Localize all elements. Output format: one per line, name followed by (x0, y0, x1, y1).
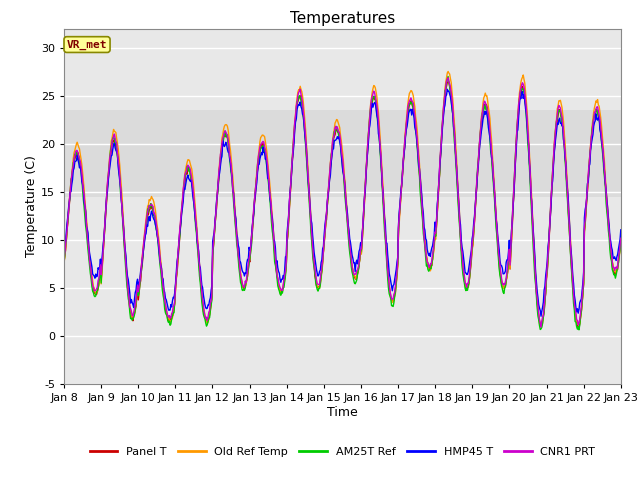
CNR1 PRT (617, 235, 625, 241)
Old Ref Temp (617, 237, 625, 243)
Line: Old Ref Temp: Old Ref Temp (64, 72, 621, 326)
HMP45 T (214, 192, 221, 197)
CNR1 PRT (214, 190, 221, 195)
Line: CNR1 PRT: CNR1 PRT (64, 78, 621, 327)
Bar (64, 110, 621, 197)
CNR1 PRT (70, 156, 78, 161)
Old Ref Temp (214, 190, 221, 196)
Old Ref Temp (184, 157, 192, 163)
CNR1 PRT (60, 256, 68, 262)
Panel T (410, 108, 418, 114)
AM25T Ref (184, 163, 192, 169)
HMP45 T (184, 172, 192, 178)
AM25T Ref (426, 266, 434, 272)
AM25T Ref (214, 192, 221, 198)
Panel T (444, 79, 451, 85)
Old Ref Temp (127, 310, 135, 316)
Title: Temperatures: Temperatures (290, 11, 395, 26)
CNR1 PRT (127, 308, 135, 314)
Old Ref Temp (70, 150, 78, 156)
Line: AM25T Ref: AM25T Ref (64, 76, 621, 330)
Panel T (574, 325, 582, 331)
Legend: Panel T, Old Ref Temp, AM25T Ref, HMP45 T, CNR1 PRT: Panel T, Old Ref Temp, AM25T Ref, HMP45 … (85, 443, 600, 462)
Line: HMP45 T: HMP45 T (64, 89, 621, 316)
CNR1 PRT (444, 75, 452, 81)
CNR1 PRT (184, 162, 192, 168)
AM25T Ref (127, 315, 135, 321)
AM25T Ref (410, 111, 418, 117)
HMP45 T (410, 115, 418, 120)
AM25T Ref (617, 233, 625, 239)
Text: VR_met: VR_met (67, 39, 108, 49)
HMP45 T (537, 313, 545, 319)
HMP45 T (127, 297, 135, 302)
Panel T (70, 158, 78, 164)
HMP45 T (60, 253, 68, 259)
HMP45 T (70, 165, 78, 171)
AM25T Ref (60, 259, 68, 264)
AM25T Ref (444, 73, 452, 79)
Panel T (426, 266, 434, 272)
Old Ref Temp (537, 323, 545, 329)
Old Ref Temp (60, 261, 68, 266)
Line: Panel T: Panel T (64, 82, 621, 328)
Old Ref Temp (444, 69, 452, 74)
Panel T (184, 164, 192, 170)
Panel T (60, 260, 68, 265)
CNR1 PRT (426, 261, 434, 267)
HMP45 T (617, 227, 625, 233)
Panel T (214, 192, 221, 198)
CNR1 PRT (410, 108, 418, 113)
Panel T (617, 237, 625, 243)
Old Ref Temp (410, 98, 418, 104)
Old Ref Temp (426, 268, 434, 274)
AM25T Ref (575, 327, 583, 333)
X-axis label: Time: Time (327, 406, 358, 419)
CNR1 PRT (537, 324, 545, 330)
HMP45 T (444, 86, 451, 92)
HMP45 T (426, 253, 434, 259)
Y-axis label: Temperature (C): Temperature (C) (25, 156, 38, 257)
AM25T Ref (70, 159, 78, 165)
Panel T (127, 312, 135, 317)
